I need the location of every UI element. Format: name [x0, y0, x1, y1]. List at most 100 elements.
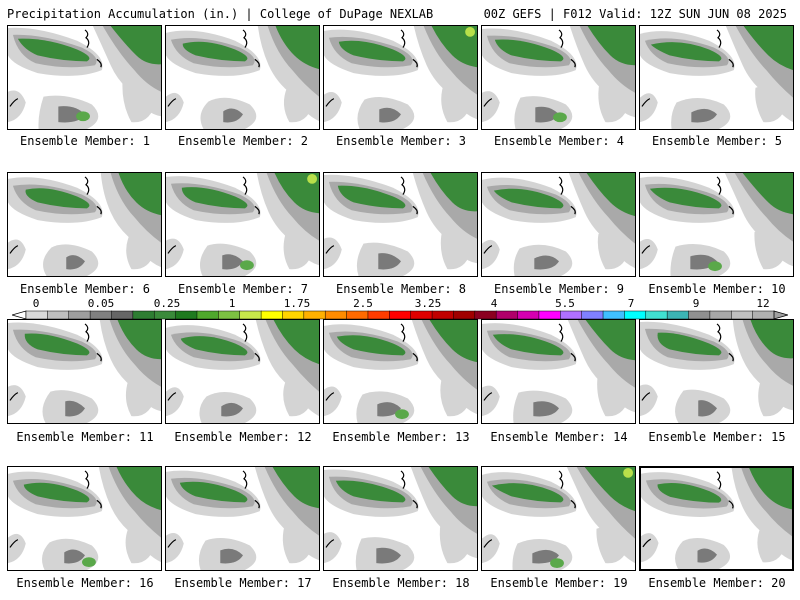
colorbar-tick-label: 1 — [228, 297, 236, 310]
colorbar-swatch — [303, 310, 326, 320]
colorbar-tick-label: 2.5 — [353, 297, 373, 310]
colorbar-swatch — [538, 310, 561, 320]
colorbar-over-triangle — [773, 310, 788, 320]
colorbar-swatch — [410, 310, 433, 320]
colorbar-swatch — [709, 310, 732, 320]
colorbar-swatch — [68, 310, 91, 320]
colorbar-swatch — [89, 310, 113, 320]
ensemble-member-map-16[interactable] — [7, 466, 162, 571]
precip-map-8 — [324, 173, 477, 276]
ensemble-member-map-5[interactable] — [639, 25, 794, 130]
colorbar-swatch — [132, 310, 155, 320]
ensemble-member-label: Ensemble Member: 13 — [332, 430, 470, 444]
ensemble-member-label: Ensemble Member: 8 — [335, 282, 467, 296]
ensemble-member-label: Ensemble Member: 4 — [493, 134, 625, 148]
colorbar-swatch — [752, 310, 775, 320]
colorbar-tick-label: 7 — [627, 297, 635, 310]
colorbar-swatch — [324, 310, 348, 320]
ensemble-member-map-6[interactable] — [7, 172, 162, 277]
colorbar-swatch — [239, 310, 262, 320]
precip-map-14 — [482, 320, 635, 423]
model-run-info: 00Z GEFS | F012 Valid: 12Z SUN JUN 08 20… — [483, 7, 787, 21]
ensemble-member-map-1[interactable] — [7, 25, 162, 130]
ensemble-member-map-13[interactable] — [323, 319, 478, 424]
colorbar-tick-label: 5.5 — [555, 297, 575, 310]
colorbar-swatch — [560, 310, 583, 320]
precip-map-16 — [8, 467, 161, 570]
precip-map-19 — [482, 467, 635, 570]
colorbar-swatch — [581, 310, 604, 320]
colorbar-tick-label: 12 — [756, 297, 770, 310]
ensemble-member-map-17[interactable] — [165, 466, 320, 571]
ensemble-member-label: Ensemble Member: 3 — [335, 134, 467, 148]
ensemble-member-label: Ensemble Member: 1 — [19, 134, 151, 148]
ensemble-member-map-15[interactable] — [639, 319, 794, 424]
colorbar — [12, 310, 788, 320]
precip-map-12 — [166, 320, 319, 423]
ensemble-member-map-19[interactable] — [481, 466, 636, 571]
colorbar-swatch — [260, 310, 284, 320]
ensemble-member-map-2[interactable] — [165, 25, 320, 130]
colorbar-swatch — [602, 310, 625, 320]
colorbar-tick-label: 0.05 — [87, 297, 115, 310]
colorbar-tick-label: 1.75 — [283, 297, 311, 310]
colorbar-swatch — [645, 310, 668, 320]
ensemble-member-label: Ensemble Member: 14 — [490, 430, 628, 444]
colorbar-swatch — [175, 310, 198, 320]
colorbar-swatch — [666, 310, 690, 320]
precip-map-2 — [166, 26, 319, 129]
colorbar-swatch — [624, 310, 647, 320]
colorbar-swatch — [453, 310, 476, 320]
colorbar-swatch — [111, 310, 134, 320]
ensemble-member-map-10[interactable] — [639, 172, 794, 277]
colorbar-swatch — [218, 310, 241, 320]
colorbar-swatch — [367, 310, 390, 320]
colorbar-swatch — [153, 310, 177, 320]
precip-map-15 — [640, 320, 793, 423]
precip-map-13 — [324, 320, 477, 423]
precip-map-20 — [641, 468, 792, 569]
colorbar-swatch — [688, 310, 711, 320]
precip-map-1 — [8, 26, 161, 129]
colorbar-tick-label: 0.25 — [153, 297, 181, 310]
precip-map-17 — [166, 467, 319, 570]
precip-map-7 — [166, 173, 319, 276]
ensemble-member-map-11[interactable] — [7, 319, 162, 424]
precip-map-3 — [324, 26, 477, 129]
ensemble-member-label: Ensemble Member: 19 — [490, 576, 628, 590]
ensemble-member-map-7[interactable] — [165, 172, 320, 277]
chart-title: Precipitation Accumulation (in.) | Colle… — [7, 7, 434, 21]
ensemble-member-label: Ensemble Member: 6 — [19, 282, 151, 296]
ensemble-member-map-12[interactable] — [165, 319, 320, 424]
precip-map-9 — [482, 173, 635, 276]
colorbar-tick-label: 9 — [692, 297, 700, 310]
ensemble-member-label: Ensemble Member: 7 — [177, 282, 309, 296]
colorbar-swatch — [517, 310, 540, 320]
colorbar-swatch — [474, 310, 497, 320]
precip-map-18 — [324, 467, 477, 570]
colorbar-swatch — [389, 310, 412, 320]
ensemble-member-map-14[interactable] — [481, 319, 636, 424]
ensemble-member-label: Ensemble Member: 20 — [648, 576, 786, 590]
ensemble-member-label: Ensemble Member: 10 — [648, 282, 786, 296]
ensemble-member-label: Ensemble Member: 2 — [177, 134, 309, 148]
ensemble-member-map-4[interactable] — [481, 25, 636, 130]
colorbar-swatch — [196, 310, 219, 320]
ensemble-member-map-8[interactable] — [323, 172, 478, 277]
ensemble-member-label: Ensemble Member: 5 — [651, 134, 783, 148]
ensemble-member-label: Ensemble Member: 18 — [332, 576, 470, 590]
colorbar-tick-label: 0 — [32, 297, 40, 310]
colorbar-swatch — [282, 310, 305, 320]
ensemble-member-label: Ensemble Member: 11 — [16, 430, 154, 444]
colorbar-swatch — [731, 310, 754, 320]
ensemble-member-map-9[interactable] — [481, 172, 636, 277]
colorbar-tick-label: 4 — [490, 297, 498, 310]
colorbar-swatch — [346, 310, 369, 320]
colorbar-swatch — [25, 310, 48, 320]
colorbar-swatch — [47, 310, 70, 320]
ensemble-member-map-18[interactable] — [323, 466, 478, 571]
precip-map-10 — [640, 173, 793, 276]
ensemble-member-map-20[interactable] — [639, 466, 794, 571]
ensemble-member-label: Ensemble Member: 9 — [493, 282, 625, 296]
ensemble-member-map-3[interactable] — [323, 25, 478, 130]
